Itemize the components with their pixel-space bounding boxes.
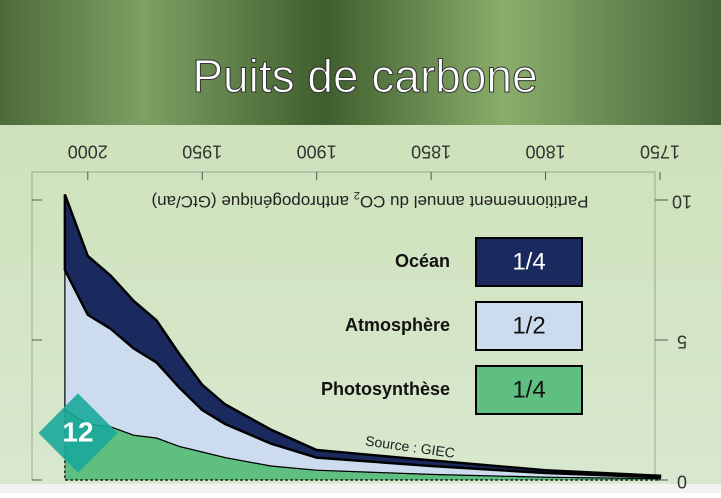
legend-swatch <box>475 365 583 415</box>
y-tick-label: 5 <box>677 331 687 351</box>
x-tick-label: 1950 <box>182 141 222 161</box>
legend-label: Océan <box>395 251 450 271</box>
x-tick-label: 1850 <box>411 141 451 161</box>
legend: Océan 1/4 Atmosphère 1/2 Photosynthèse 1/4 <box>321 237 583 415</box>
slide-number: 12 <box>62 416 93 447</box>
slide-title: Puits de carbone <box>192 50 537 102</box>
footer-strip <box>0 484 721 493</box>
x-tick-label: 1800 <box>526 141 566 161</box>
x-tick-label: 2000 <box>68 141 108 161</box>
plot-frame <box>31 171 656 480</box>
legend-swatch <box>475 237 583 287</box>
badge-shape <box>38 393 118 473</box>
y-axis-label-part: 2 <box>354 189 360 201</box>
legend-label: Photosynthèse <box>321 379 450 399</box>
area <box>64 408 661 481</box>
legend-share: 1/4 <box>512 376 545 403</box>
slide-number-badge: 12 <box>38 393 118 473</box>
header-band <box>0 0 721 125</box>
area <box>63 193 662 479</box>
legend-swatch <box>475 301 583 351</box>
y-axis-label-part: Partitionnement annuel du CO <box>360 192 589 211</box>
x-tick-label: 1750 <box>640 141 680 161</box>
y-axis-label: Partitionnement annuel du CO2 anthropogé… <box>151 189 588 210</box>
y-axis-label-part: anthropogénique (GtC/an) <box>151 192 353 211</box>
legend-share: 1/4 <box>512 248 545 275</box>
x-tick-label: 1900 <box>297 141 337 161</box>
legend-share: 1/2 <box>512 312 545 339</box>
y-tick-label: 0 <box>677 471 687 491</box>
plot: 1750 1800 1850 1900 1950 2000 0 5 10 Partitionnem… <box>31 141 692 491</box>
y-tick-label: 10 <box>672 191 692 211</box>
legend-label: Atmosphère <box>345 315 450 335</box>
